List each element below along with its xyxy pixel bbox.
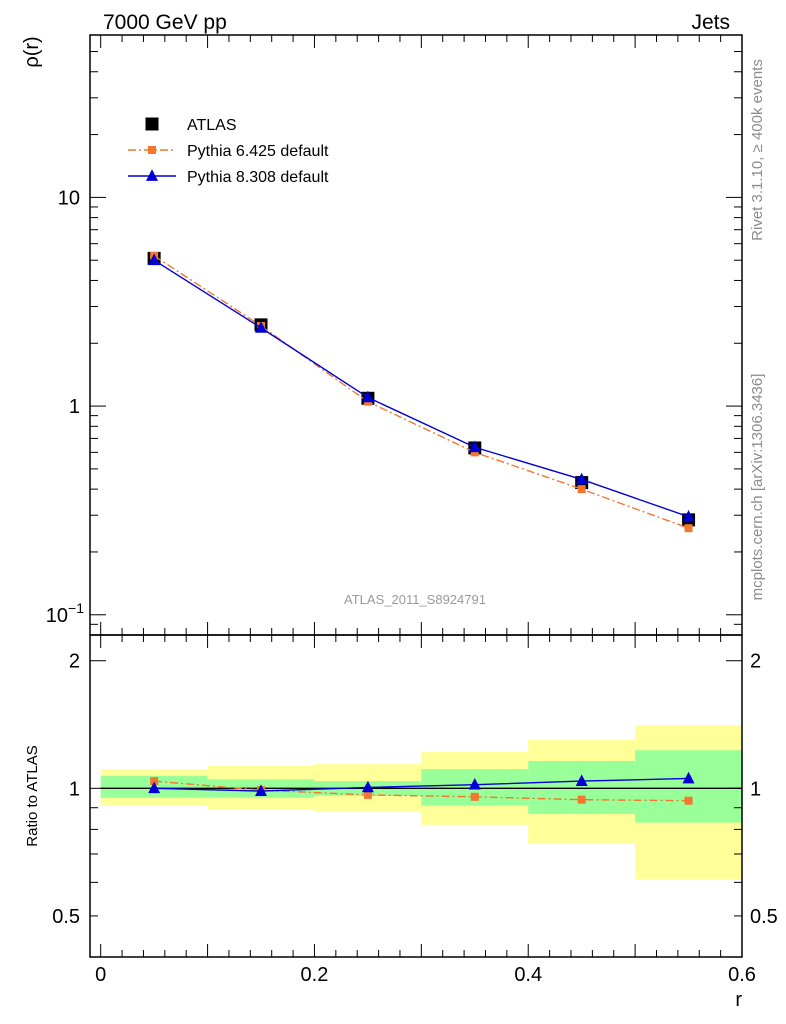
main-y-tick-label: 1	[69, 396, 80, 418]
pythia8-line	[153, 259, 689, 518]
ratio-pythia8-point	[255, 784, 268, 796]
legend: ATLAS Pythia 6.425 default Pythia 8.308 de…	[128, 117, 329, 186]
ratio-y-tick-label-left: 2	[69, 651, 80, 673]
ratio-y-tick-label-right: 2	[750, 651, 761, 673]
pythia6-point	[577, 485, 586, 494]
ratio-y-tick-label-right: 1	[750, 778, 761, 800]
rivet-note: Rivet 3.1.10, ≥ 400k events	[749, 59, 766, 241]
pythia8-point	[255, 321, 268, 333]
legend-atlas-marker	[145, 117, 159, 131]
main-y-axis-label: ρ(r)	[21, 36, 43, 67]
legend-atlas-label: ATLAS	[187, 117, 237, 134]
x-tick-label: 0.6	[728, 964, 756, 986]
pythia6-point	[684, 524, 693, 533]
main-y-tick-label: 10	[58, 187, 80, 209]
ratio-band-green-5	[635, 750, 742, 823]
legend-pythia8-label: Pythia 8.308 default	[187, 169, 329, 186]
legend-pythia8-marker	[146, 169, 158, 181]
panel-frames	[89, 34, 743, 958]
ratio-pythia8-line	[154, 777, 689, 792]
ratio-series-pythia8	[148, 771, 695, 796]
data-series	[147, 251, 696, 805]
x-tick-label: 0	[95, 964, 106, 986]
pythia8-point	[575, 472, 588, 485]
ratio-pythia8-point	[468, 777, 481, 790]
ratio-y-tick-label-right: 0.5	[750, 906, 778, 928]
ratio-pythia6-point	[363, 790, 372, 799]
legend-pythia6-label: Pythia 6.425 default	[187, 143, 329, 160]
ratio-pythia6-point	[684, 796, 693, 805]
mcplots-note: mcplots.cern.ch [arXiv:1306.3436]	[749, 374, 766, 601]
ratio-y-tick-label-left: 1	[69, 778, 80, 800]
header-right-label: Jets	[691, 11, 730, 34]
analysis-id-label: ATLAS_2011_S8924791	[344, 592, 486, 607]
ratio-pythia8-point	[148, 781, 161, 794]
ratio-pythia8-point	[575, 774, 588, 786]
ratio-pythia6-line	[154, 780, 689, 802]
x-tick-label: 0.4	[514, 964, 542, 986]
series-pythia8	[148, 253, 695, 522]
pythia6-line	[153, 255, 689, 529]
series-atlas	[147, 251, 696, 527]
ratio-y-tick-label-left: 0.5	[52, 906, 80, 928]
ratio-pythia6-point	[577, 795, 586, 804]
pythia6-point	[470, 448, 479, 457]
ratio-uncertainty-bands	[100, 725, 742, 880]
pythia8-point	[361, 390, 374, 403]
pythia8-point	[468, 440, 481, 453]
x-tick-label: 0.2	[301, 964, 329, 986]
ratio-pythia6-point	[150, 777, 159, 786]
x-axis-label: r	[735, 989, 742, 1011]
ratio-band-green-4	[528, 761, 636, 814]
legend-pythia6-marker	[148, 146, 156, 154]
pythia8-point	[148, 253, 161, 266]
main-y-tick-label: 10−1	[46, 600, 84, 627]
ratio-panel-frame	[89, 634, 743, 958]
pythia8-point	[682, 510, 695, 522]
ratio-y-axis-label: Ratio to ATLAS	[24, 745, 41, 846]
header-left-label: 7000 GeV pp	[103, 11, 227, 34]
ratio-pythia6-point	[470, 792, 479, 801]
ratio-pythia8-point	[361, 780, 374, 793]
ratio-pythia8-point	[682, 771, 695, 784]
